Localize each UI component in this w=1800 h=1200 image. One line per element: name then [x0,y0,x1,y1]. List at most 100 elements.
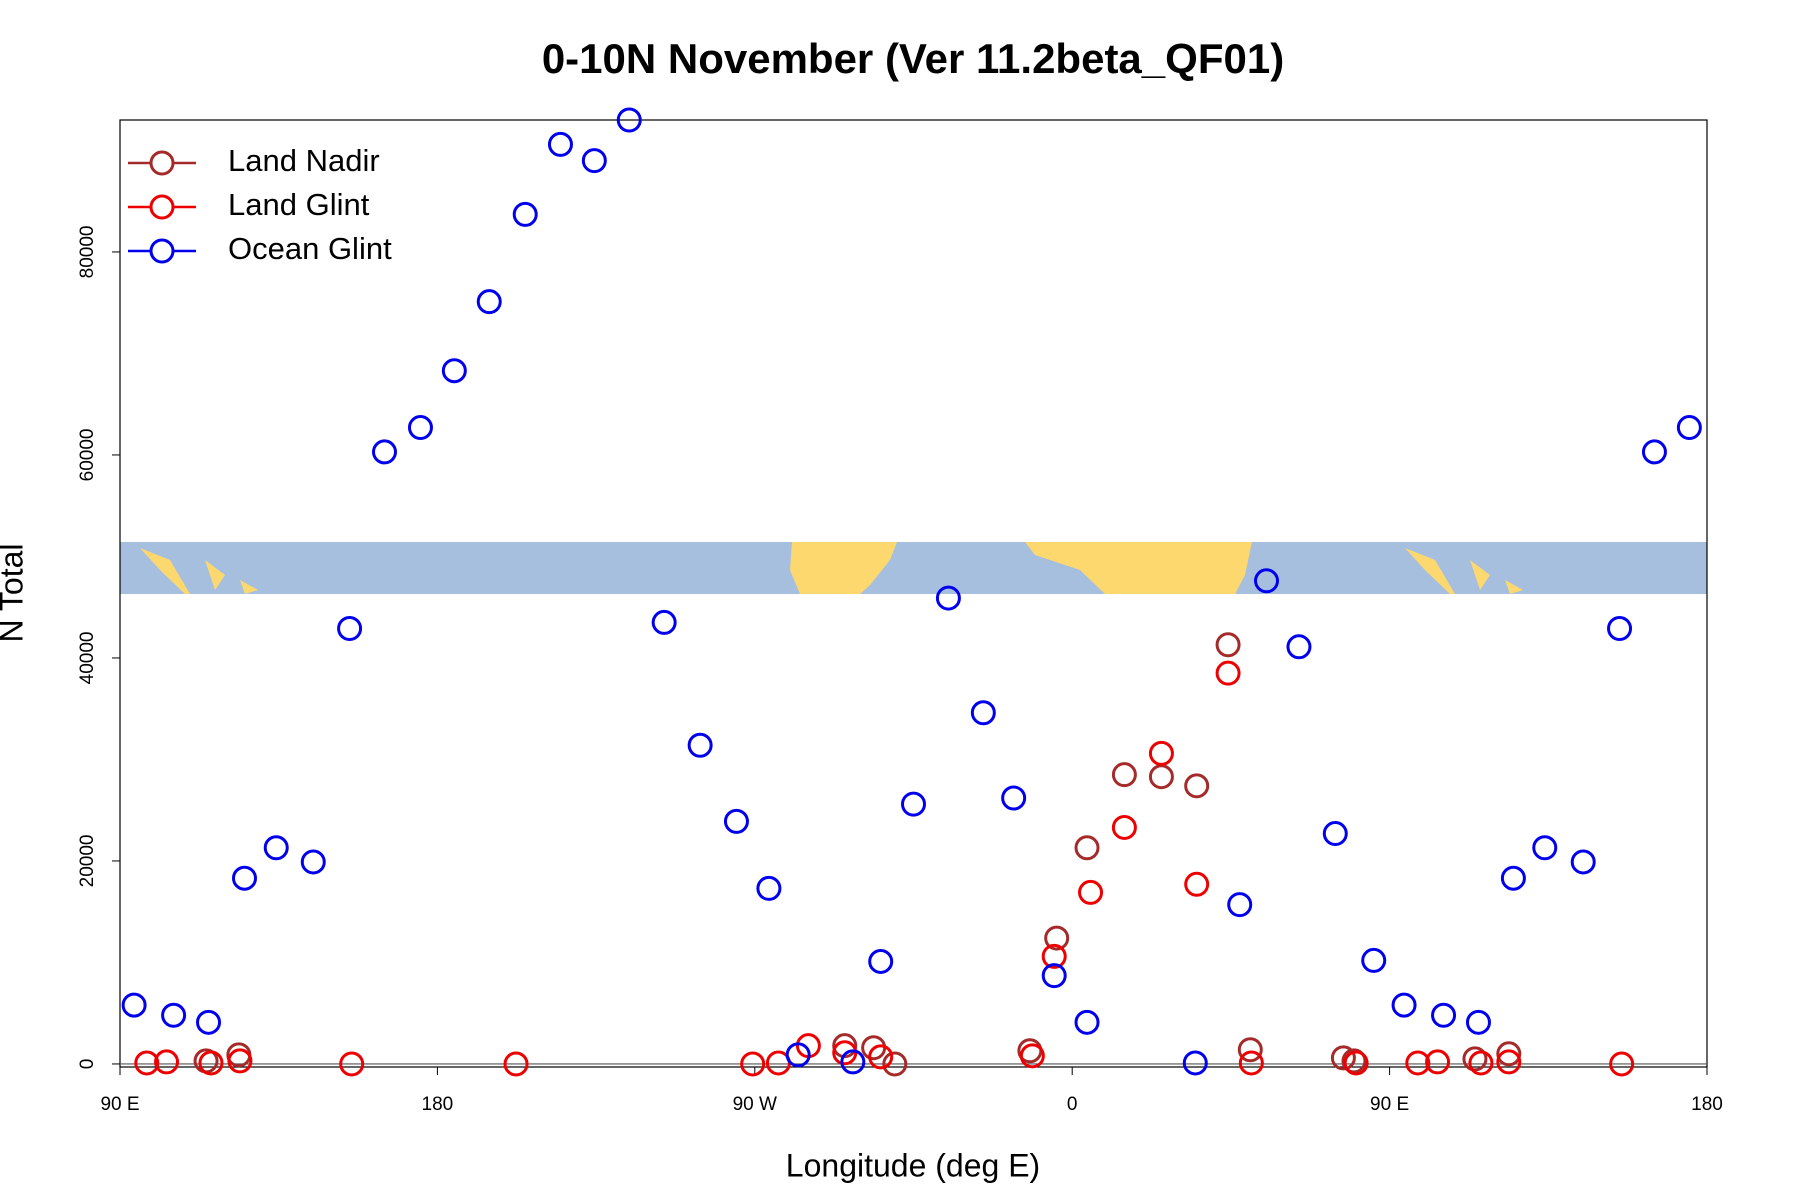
point [339,1051,365,1077]
point [1184,871,1210,897]
y-tick-label: 20000 [77,835,98,888]
point [1425,1049,1451,1075]
point [1215,660,1241,686]
point [1532,835,1558,861]
point [1431,1002,1457,1028]
point [1041,943,1067,969]
y-tick-label: 40000 [77,632,98,685]
point [372,439,397,465]
point [882,1051,908,1077]
point [1405,1050,1431,1076]
point [1330,1045,1356,1071]
point [1462,1046,1488,1072]
point [687,732,713,758]
point [1322,821,1348,847]
point [1227,892,1253,918]
point [1148,740,1174,766]
legend-marker [149,194,175,220]
point [154,1049,180,1075]
legend-label: Land Nadir [228,143,380,178]
point [263,835,289,861]
point [1496,1049,1522,1075]
point [1184,773,1210,799]
point [231,865,257,891]
legend-marker [149,238,175,264]
point [1500,865,1526,891]
point [1641,439,1667,465]
point [1676,415,1702,441]
point [1019,1043,1045,1069]
x-tick-label: 180 [422,1094,454,1115]
point [198,1050,224,1076]
point [1237,1037,1263,1063]
point [756,875,782,901]
point [1361,947,1387,973]
x-tick-label: 180 [1691,1094,1723,1115]
point [227,1048,253,1074]
point [1496,1041,1522,1067]
point [512,201,538,227]
point [651,609,677,635]
point [441,358,467,384]
point [1468,1050,1494,1076]
point [337,616,363,642]
plot-frame [119,119,1708,1068]
point [503,1051,529,1077]
point [1238,1050,1264,1076]
point [901,791,926,817]
point [785,1042,811,1068]
point [1001,785,1027,811]
x-tick-label: 0 [1067,1094,1078,1115]
legend-marker [149,150,175,176]
legend-label: Ocean Glint [228,231,392,266]
point [616,107,642,133]
point [547,131,573,157]
point [134,1050,160,1076]
x-tick-label: 90 E [100,1094,139,1115]
point [840,1049,866,1075]
y-tick-label: 0 [77,1059,98,1070]
point [1148,764,1174,790]
x-tick-label: 90 W [733,1094,777,1115]
point [1341,1048,1367,1074]
map-strip [120,542,1707,594]
point [1286,634,1312,660]
point [1041,963,1067,989]
point [1570,849,1596,875]
point [1254,568,1280,594]
point [1609,1051,1635,1077]
point [935,585,961,611]
x-tick-label: 90 E [1370,1094,1409,1115]
point [1044,925,1070,951]
point [1074,835,1100,861]
point [581,148,607,174]
point [970,700,996,726]
point [1343,1050,1369,1076]
point [1465,1009,1491,1035]
point [196,1009,222,1035]
point [407,415,433,441]
point [868,948,894,974]
point [868,1044,894,1070]
point [1078,879,1104,905]
point [1111,762,1137,788]
point [161,1002,187,1028]
chart-title: 0-10N November (Ver 11.2beta_QF01) [542,35,1284,82]
point [723,808,749,834]
point [300,849,326,875]
y-axis-label: N Total [0,543,29,642]
point [1607,616,1633,642]
point [1074,1009,1100,1035]
point [1182,1050,1208,1076]
y-tick-label: 60000 [77,429,98,482]
point [476,289,502,315]
point [1391,992,1417,1018]
point [1111,814,1137,840]
point [740,1051,766,1077]
legend-label: Land Glint [228,187,370,222]
point [1215,632,1241,658]
y-tick-label: 80000 [77,226,98,279]
point [121,992,147,1018]
x-axis-label: Longitude (deg E) [786,1147,1040,1183]
